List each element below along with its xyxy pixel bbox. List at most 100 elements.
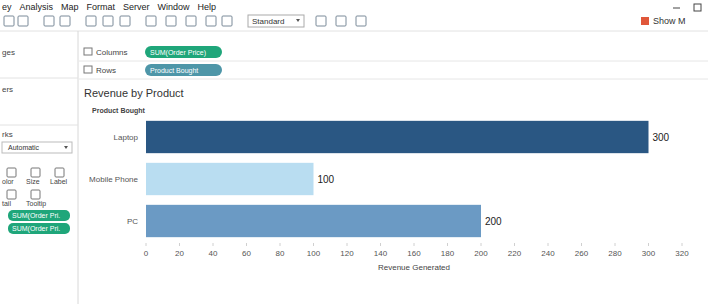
divider [0,31,708,32]
bar [146,121,649,153]
menu-item[interactable]: Server [123,2,150,12]
bar [146,205,481,237]
bars [146,121,649,237]
tick-mark [146,243,147,246]
menu-item[interactable]: Window [158,2,191,12]
divider [78,31,79,304]
dropdown-arrow [296,19,300,22]
shelf-icon [84,48,92,55]
tick-mark [280,243,281,246]
marks-pill[interactable] [8,210,70,221]
toolbar-icon[interactable] [86,16,96,26]
screen: ey Analysis Map Format Server Window Help Stand… [0,0,708,304]
toolbar-icon[interactable] [356,16,366,26]
side-panel: ges ers rks Automatic olor Size Label tail Toolt… [0,31,78,304]
mark-type-label: Automatic [8,144,40,151]
marks-button-icon[interactable] [31,168,40,177]
tick-label: 220 [508,249,522,258]
divider [79,79,708,80]
tick-mark [682,243,683,246]
marks-button-icon[interactable] [7,190,16,199]
data-label: 100 [318,174,335,185]
category-label: Laptop [114,133,139,142]
x-axis: 0204060801001201401601802002202402602803… [144,243,689,258]
tick-label: 80 [276,249,285,258]
shelf-pill-label: Product Bought [150,67,198,75]
toolbar-icon[interactable] [44,16,54,26]
marks-button[interactable]: Label [50,178,68,185]
tick-mark [615,243,616,246]
tick-label: 260 [575,249,589,258]
marks-button[interactable]: olor [2,178,14,185]
toolbar-icon[interactable] [206,16,216,26]
chart-title: Revenue by Product [84,87,184,99]
minimize-button[interactable] [673,8,680,9]
marks-button[interactable]: Size [26,178,40,185]
maximize-button[interactable] [694,4,701,11]
toolbar-icon[interactable] [120,16,130,26]
shelf-icon [84,66,92,73]
tick-label: 40 [209,249,218,258]
show-me-button[interactable]: Show M [653,16,686,26]
tick-mark [648,243,649,246]
tick-mark [179,243,180,246]
tick-label: 200 [474,249,488,258]
toolbar-icon[interactable] [316,16,326,26]
shelves: ColumnsSUM(Order Price)RowsProduct Bough… [79,46,708,79]
tick-label: 120 [340,249,354,258]
marks-button-icon[interactable] [31,190,40,199]
marks-button-icon[interactable] [55,168,64,177]
fit-dropdown[interactable] [248,15,304,27]
x-axis-label: Revenue Generated [378,263,450,272]
category-label: Mobile Phone [89,175,138,184]
shelf-pill[interactable] [145,46,222,58]
toolbar-icon[interactable] [222,16,232,26]
chart: Revenue by Product Product Bought Laptop Mo… [84,87,689,272]
bar [146,163,314,195]
toolbar-icon[interactable] [4,16,14,26]
menu-item[interactable]: Format [87,2,116,12]
marks-pill[interactable] [8,223,70,234]
fit-label: Standard [252,17,284,26]
menu-item[interactable]: Analysis [20,2,54,12]
tick-mark [447,243,448,246]
marks-button[interactable]: tail [2,200,11,207]
filters-card-title: ers [2,85,13,94]
marks-card-title: rks [2,130,13,139]
row-header: Product Bought [92,107,146,115]
menu-item[interactable]: Help [198,2,217,12]
tick-mark [581,243,582,246]
tick-mark [246,243,247,246]
toolbar-icon[interactable] [18,16,28,26]
marks-pill-label: SUM(Order Pri. [12,225,60,233]
tick-mark [213,243,214,246]
category-label: PC [127,217,138,226]
marks-pill-label: SUM(Order Pri. [12,212,60,220]
pages-card-title: ges [2,48,15,57]
shelf-pill-label: SUM(Order Price) [150,49,206,57]
toolbar-icon[interactable] [186,16,196,26]
show-me-icon[interactable] [641,17,649,25]
background [0,0,708,304]
toolbar-icon[interactable] [336,16,346,26]
toolbar-icon[interactable] [166,16,176,26]
mark-type-dropdown[interactable] [2,142,72,153]
toolbar: Standard Show M [4,15,686,27]
marks-button-icon[interactable] [7,168,16,177]
tick-mark [514,243,515,246]
menu-item[interactable]: Map [61,2,79,12]
tick-label: 300 [642,249,656,258]
dropdown-arrow [64,146,68,149]
tick-label: 180 [441,249,455,258]
toolbar-icon[interactable] [146,16,156,26]
tick-label: 20 [175,249,184,258]
toolbar-icon[interactable] [103,16,113,26]
tick-label: 320 [675,249,689,258]
tick-mark [481,243,482,246]
marks-button[interactable]: Tooltip [26,200,46,208]
tick-label: 240 [541,249,555,258]
shelf-pill[interactable] [145,64,222,76]
toolbar-icon[interactable] [60,16,70,26]
data-label: 300 [653,132,670,143]
menu-item[interactable]: ey [2,2,12,12]
